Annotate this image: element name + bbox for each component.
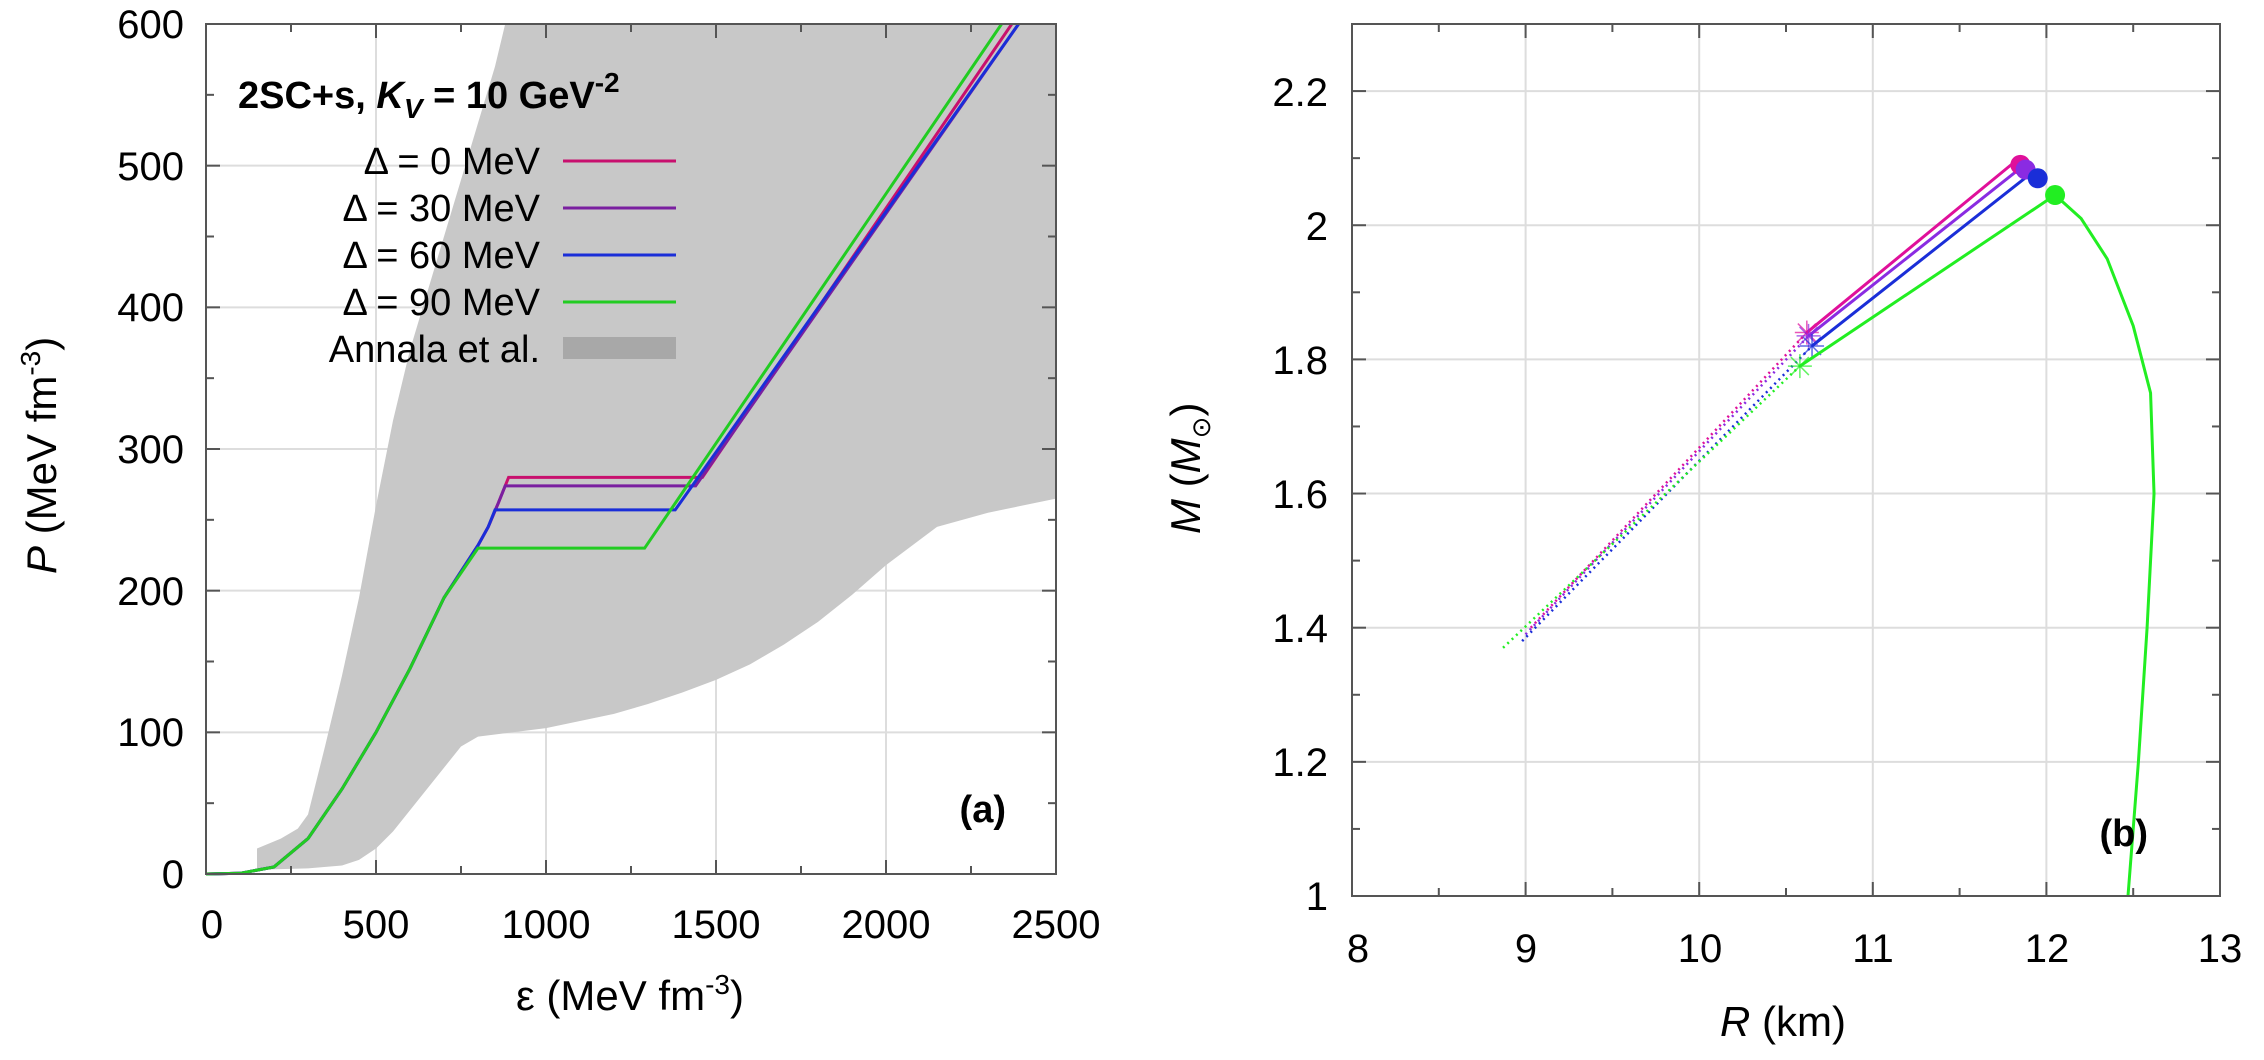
a-xtick-label: 1000 [502, 903, 591, 947]
b-xtick-label: 8 [1347, 927, 1369, 971]
a-legend-title: 2SC+s, KV = 10 GeV-2 [238, 67, 620, 124]
b-plot-frame [1351, 23, 2221, 897]
a-xtick-label: 2500 [1012, 903, 1101, 947]
b-xtick-label: 13 [2198, 927, 2243, 971]
b-ytick-label: 2 [1306, 205, 1328, 249]
a-legend-label: Δ = 60 MeV [342, 235, 540, 277]
a-y-tick-marks [206, 23, 1056, 875]
b-xtick-label: 9 [1515, 927, 1537, 971]
a-legend-label: Δ = 0 MeV [364, 141, 541, 183]
a-xlabel-close: ) [730, 972, 744, 1019]
a-ytick-label: 200 [117, 570, 184, 614]
a-title-k: K [376, 75, 406, 117]
b-junction-marker-2 [1802, 336, 1822, 356]
b-ytick-label: 1.6 [1272, 473, 1328, 517]
a-ytick-label: 0 [162, 853, 184, 897]
a-panel-label: (a) [960, 789, 1006, 831]
a-xtick-label: 500 [343, 903, 410, 947]
a-ylabel-close: ) [18, 337, 65, 351]
a-xtick-label: 2000 [842, 903, 931, 947]
b-ylabel-sym: M [1162, 438, 1209, 473]
b-ylabel-sub: ⊙ [1186, 417, 1216, 439]
b-stable-branch-3 [1799, 193, 2056, 368]
b-x-tick-marks [1351, 24, 2221, 896]
b-y-tick-marks [1352, 23, 2220, 897]
b-max-mass-point-3 [2045, 185, 2066, 206]
b-ytick-label: 1.8 [1272, 339, 1328, 383]
a-series-lines [205, 23, 1020, 876]
a-x-tick-marks [205, 24, 1057, 874]
a-xtick-label: 1500 [672, 903, 761, 947]
a-legend-label: Annala et al. [329, 329, 540, 371]
a-x-axis-label: ε (MeV fm-3) [516, 969, 744, 1019]
b-junction-marker-3 [1790, 356, 1810, 376]
b-unstable-branch-3 [1502, 365, 1801, 649]
b-xtick-label: 10 [1678, 927, 1723, 971]
a-title-ksub: V [404, 93, 425, 124]
a-legend-label: Δ = 90 MeV [342, 282, 540, 324]
a-ylabel-var: P [18, 546, 65, 574]
b-junction-marker-0 [1797, 323, 1817, 343]
b-xlabel-unit: (km) [1750, 998, 1846, 1045]
b-panel-label: (b) [2099, 813, 2148, 855]
a-ytick-label: 300 [117, 428, 184, 472]
b-y-axis-label: M (M⊙) [1162, 403, 1216, 534]
b-ytick-label: 1.2 [1272, 741, 1328, 785]
b-xlabel-var: R [1720, 998, 1750, 1045]
b-stable-branch-0 [1805, 160, 2017, 334]
b-gridlines [1352, 24, 2220, 896]
a-xlabel-main: ε (MeV fm [516, 972, 705, 1019]
a-ytick-label: 600 [117, 3, 184, 47]
b-max-mass-point-2 [2027, 168, 2048, 189]
b-ylabel-var: M [1162, 499, 1209, 534]
a-title-eq: = 10 GeV [423, 75, 596, 117]
a-ytick-label: 400 [117, 286, 184, 330]
b-stable-branch-1 [1807, 167, 2022, 338]
a-y-axis-label: P (MeV fm-3) [15, 337, 65, 574]
a-ytick-label: 100 [117, 711, 184, 755]
b-x-axis-label: R (km) [1720, 998, 1846, 1045]
a-series-line-3 [205, 23, 1003, 876]
b-ylabel-close: ) [1162, 403, 1209, 417]
b-xtick-label: 11 [1852, 927, 1894, 971]
a-ylabel-sup: -3 [15, 351, 46, 376]
b-ytick-label: 1 [1306, 875, 1328, 919]
a-ylabel-main: (MeV fm [18, 376, 65, 535]
b-series-lines [1502, 154, 2156, 897]
b-junction-marker-1 [1799, 326, 1819, 346]
b-hadronic-branch [2054, 193, 2156, 897]
b-unstable-branch-0 [1529, 331, 1808, 629]
a-xtick-label: 0 [201, 903, 223, 947]
panel-b-mass-radius-chart: 8 9 10 11 12 13 1 1.2 1.4 1.6 1.8 2 2.2 … [1162, 23, 2243, 1045]
a-legend-label: Δ = 30 MeV [342, 188, 540, 230]
a-ytick-label: 500 [117, 145, 184, 189]
b-ytick-label: 2.2 [1272, 71, 1328, 115]
panel-a-eos-chart: 0 500 1000 1500 2000 2500 0 100 200 300 … [15, 3, 1100, 1019]
b-xtick-label: 12 [2025, 927, 2070, 971]
b-unstable-branch-1 [1524, 335, 1810, 636]
a-legend-band-swatch [563, 337, 676, 359]
a-title-prefix: 2SC+s, [238, 75, 376, 117]
b-stable-branch-2 [1811, 173, 2030, 348]
b-ylabel-open: ( [1162, 473, 1209, 499]
b-ytick-label: 1.4 [1272, 607, 1328, 651]
a-title-sup: -2 [595, 67, 620, 98]
a-xlabel-sup: -3 [705, 969, 730, 1000]
